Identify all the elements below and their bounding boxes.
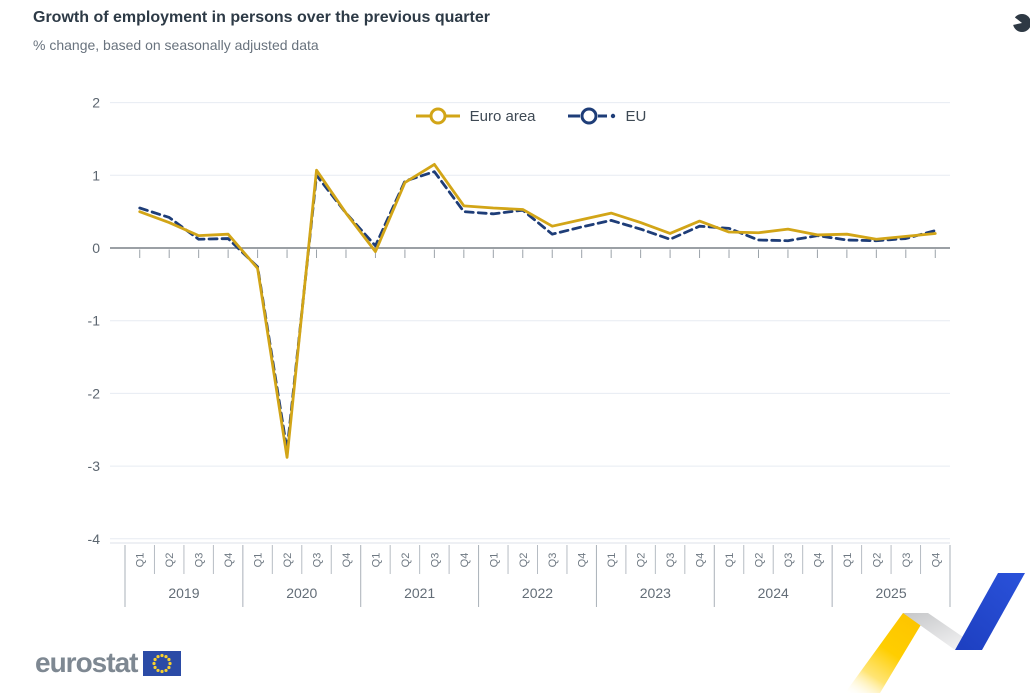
quarter-label: Q4 — [812, 553, 824, 568]
overflow-menu-button[interactable] — [1008, 12, 1030, 32]
y-axis-label: -3 — [88, 458, 101, 474]
quarter-label: Q1 — [606, 553, 618, 568]
chart-header: Growth of employment in persons over the… — [33, 8, 490, 53]
flag-star — [160, 669, 165, 673]
quarter-label: Q4 — [577, 553, 589, 568]
legend-label-euro-area: Euro area — [469, 107, 536, 125]
eurostat-ribbon-icon — [845, 573, 1025, 693]
y-axis-label: -4 — [88, 531, 101, 547]
quarter-label: Q1 — [253, 553, 265, 568]
chart-legend: Euro area EU — [110, 105, 950, 127]
quarter-label: Q4 — [341, 553, 353, 568]
flag-star — [168, 661, 173, 665]
euro-area-marker-icon — [415, 107, 460, 125]
legend-item-euro-area[interactable]: Euro area — [414, 105, 536, 127]
quarter-label: Q2 — [753, 553, 765, 568]
year-label: 2019 — [168, 585, 199, 601]
quarter-label: Q3 — [783, 553, 795, 568]
flag-star — [152, 661, 157, 665]
eurostat-logo-text: eurostat — [35, 647, 138, 678]
y-axis-label: 2 — [92, 95, 100, 111]
year-label: 2023 — [640, 585, 671, 601]
flag-star — [160, 653, 165, 657]
quarter-label: Q2 — [636, 553, 648, 568]
partial-circle-icon — [1008, 12, 1030, 32]
series-line-eu — [138, 170, 937, 452]
y-axis-label: 0 — [92, 240, 100, 256]
flag-star — [167, 657, 171, 661]
quarter-label: Q4 — [223, 553, 235, 568]
quarter-label: Q1 — [135, 553, 147, 568]
flag-star — [153, 657, 158, 661]
eu-marker-icon — [567, 107, 615, 125]
quarter-label: Q2 — [164, 553, 176, 568]
flag-star — [156, 668, 161, 672]
flag-star — [167, 665, 171, 669]
flag-star — [153, 665, 158, 669]
quarter-label: Q2 — [400, 553, 412, 568]
quarter-label: Q3 — [665, 553, 677, 568]
year-label: 2021 — [404, 585, 435, 601]
series-line-euro-area — [138, 162, 937, 459]
quarter-label: Q4 — [695, 553, 707, 568]
quarter-label: Q3 — [194, 553, 206, 568]
quarter-label: Q2 — [518, 553, 530, 568]
eurostat-logo: eurostat — [35, 646, 182, 680]
quarter-label: Q1 — [488, 553, 500, 568]
year-label: 2024 — [758, 585, 789, 601]
legend-label-eu: EU — [625, 107, 647, 125]
chart-title: Growth of employment in persons over the… — [33, 9, 490, 26]
y-axis-label: 1 — [92, 167, 100, 183]
y-axis-label: -1 — [88, 313, 101, 329]
quarter-label: Q2 — [282, 553, 294, 568]
year-label: 2020 — [286, 585, 317, 601]
quarter-label: Q3 — [312, 553, 324, 568]
quarter-label: Q3 — [547, 553, 559, 568]
quarter-label: Q4 — [459, 553, 471, 568]
flag-star — [164, 668, 169, 672]
year-label: 2022 — [522, 585, 553, 601]
y-axis-label: -2 — [88, 385, 101, 401]
eu-flag-icon — [143, 650, 182, 676]
chart-subtitle: % change, based on seasonally adjusted d… — [33, 37, 319, 53]
legend-item-eu[interactable]: EU — [566, 105, 647, 127]
quarter-label: Q1 — [370, 553, 382, 568]
flag-star — [156, 654, 161, 658]
quarter-label: Q3 — [429, 553, 441, 568]
quarter-label: Q1 — [724, 553, 736, 568]
flag-star — [164, 654, 169, 658]
